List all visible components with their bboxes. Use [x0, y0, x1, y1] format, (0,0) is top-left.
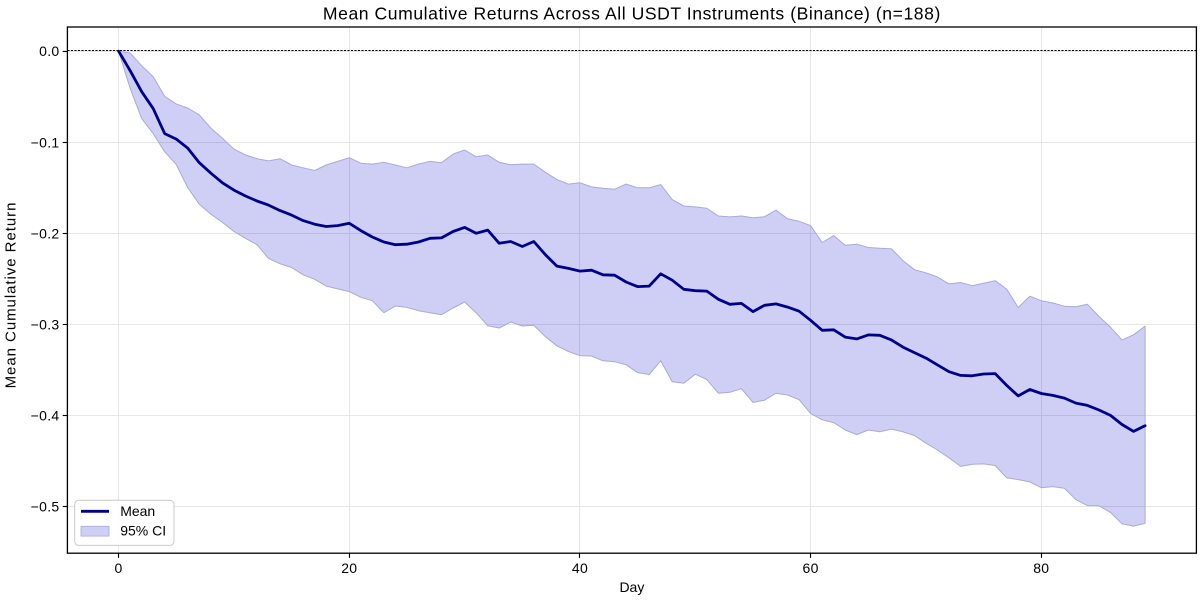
svg-text:Mean Cumulative Return: Mean Cumulative Return: [3, 202, 20, 389]
svg-text:0: 0: [115, 560, 123, 576]
svg-text:40: 40: [572, 560, 588, 576]
svg-text:Mean: Mean: [120, 503, 155, 519]
svg-text:−0.4: −0.4: [31, 407, 60, 423]
svg-text:−0.1: −0.1: [31, 134, 60, 150]
svg-text:−0.2: −0.2: [31, 225, 60, 241]
svg-text:0.0: 0.0: [39, 43, 59, 59]
svg-text:−0.5: −0.5: [31, 499, 60, 515]
svg-text:Day: Day: [619, 579, 644, 595]
svg-text:Mean Cumulative Returns Across: Mean Cumulative Returns Across All USDT …: [323, 4, 941, 24]
svg-text:60: 60: [803, 560, 819, 576]
svg-text:−0.3: −0.3: [31, 316, 60, 332]
svg-text:20: 20: [341, 560, 357, 576]
svg-text:80: 80: [1033, 560, 1049, 576]
svg-text:95% CI: 95% CI: [120, 523, 166, 539]
